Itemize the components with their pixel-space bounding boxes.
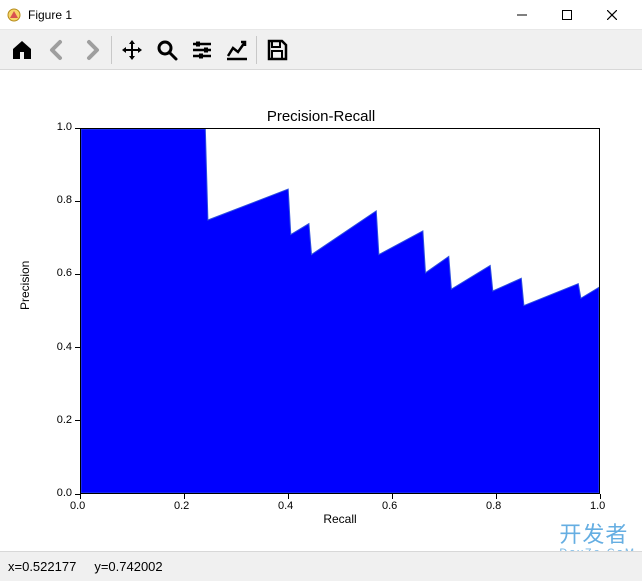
toolbar — [0, 30, 642, 70]
y-tick-label: 1.0 — [57, 121, 72, 133]
window-title: Figure 1 — [28, 8, 72, 22]
x-tick-label: 0.0 — [70, 500, 85, 512]
y-tick-mark — [75, 201, 80, 202]
x-tick-mark — [80, 494, 81, 499]
x-tick-mark — [392, 494, 393, 499]
chart-title: Precision-Recall — [0, 108, 642, 125]
status-bar: x=0.522177 y=0.742002 — [0, 551, 642, 581]
configure-subplots-button[interactable] — [184, 32, 219, 68]
x-tick-mark — [184, 494, 185, 499]
x-axis-label: Recall — [80, 512, 600, 526]
chart-axes[interactable] — [80, 128, 600, 494]
forward-button[interactable] — [74, 32, 109, 68]
x-tick-mark — [600, 494, 601, 499]
y-tick-mark — [75, 128, 80, 129]
status-y: y=0.742002 — [94, 559, 162, 574]
pan-button[interactable] — [114, 32, 149, 68]
x-tick-label: 0.2 — [174, 500, 189, 512]
maximize-button[interactable] — [544, 0, 589, 30]
toolbar-separator — [256, 36, 257, 64]
y-tick-label: 0.8 — [57, 194, 72, 206]
x-tick-label: 0.8 — [486, 500, 501, 512]
y-tick-mark — [75, 420, 80, 421]
x-tick-mark — [288, 494, 289, 499]
x-tick-label: 1.0 — [590, 500, 605, 512]
y-tick-mark — [75, 274, 80, 275]
y-tick-label: 0.0 — [57, 487, 72, 499]
x-tick-mark — [496, 494, 497, 499]
save-button[interactable] — [259, 32, 294, 68]
close-button[interactable] — [589, 0, 634, 30]
x-tick-label: 0.4 — [278, 500, 293, 512]
toolbar-separator — [111, 36, 112, 64]
back-button[interactable] — [39, 32, 74, 68]
x-tick-label: 0.6 — [382, 500, 397, 512]
status-x: x=0.522177 — [8, 559, 76, 574]
y-tick-label: 0.2 — [57, 414, 72, 426]
y-tick-label: 0.4 — [57, 341, 72, 353]
minimize-button[interactable] — [499, 0, 544, 30]
pr-curve-fill — [81, 129, 599, 493]
app-icon — [6, 7, 22, 23]
y-tick-mark — [75, 494, 80, 495]
zoom-button[interactable] — [149, 32, 184, 68]
watermark-main: 开发者 — [559, 522, 628, 547]
plot-area: Precision-Recall Precision 0.0 0.2 0.4 0.6 0… — [0, 70, 642, 551]
window-titlebar: Figure 1 — [0, 0, 642, 30]
home-button[interactable] — [4, 32, 39, 68]
y-tick-label: 0.6 — [57, 267, 72, 279]
y-axis-label: Precision — [18, 261, 32, 310]
edit-axes-button[interactable] — [219, 32, 254, 68]
y-tick-mark — [75, 347, 80, 348]
